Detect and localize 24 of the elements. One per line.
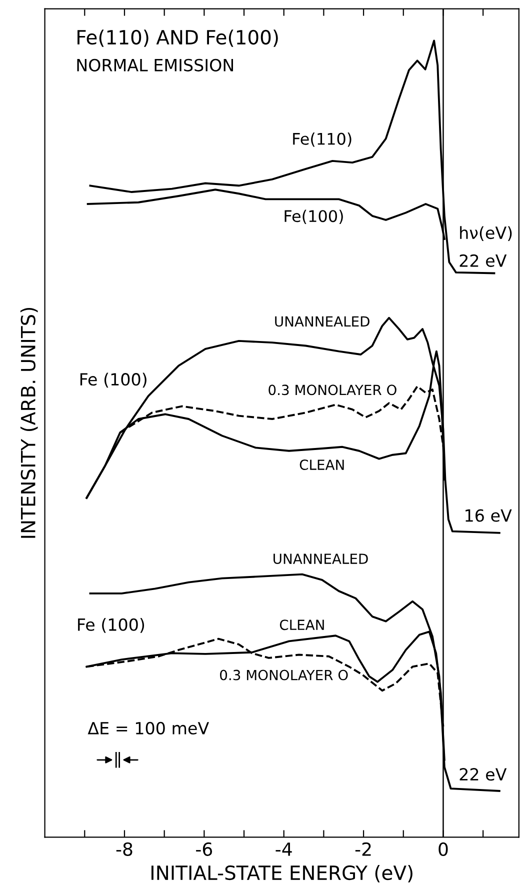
x-tick-label: -8 [116,842,132,856]
series-label: Fe(110) [293,132,352,147]
series-label: 0.3 MONOLAYER O [268,384,396,396]
x-tick-label: -4 [276,842,292,856]
series-label: UNANNEALED [275,316,370,327]
series-label: CLEAN [300,460,344,470]
annotation: 16 eV [466,509,512,522]
x-tick-label: 0 [438,842,448,856]
chart-title: Fe(110) AND Fe(100) [78,30,278,47]
annotation: 22 eV [460,768,507,781]
x-tick-label: -6 [196,842,212,856]
series-label: UNANNEALED [274,554,368,564]
annotation: hν(eV) [460,226,512,242]
annotation: 22 eV [460,254,507,267]
series-label: CLEAN [280,620,324,630]
annotation: Fe (100) [78,618,144,633]
x-tick-label: -2 [355,842,371,856]
text: NORMAL EMISSION [77,58,234,72]
annotation: Fe (100) [80,372,146,388]
y-axis-title: INTENSITY (ARB. UNITS) [20,308,38,538]
series-label: Fe(100) [284,210,343,224]
x-axis-title: INITIAL-STATE ENERGY (eV) [152,865,412,882]
series-label: 0.3 MONOLAYER O [220,670,348,680]
annotation: ΔE = 100 meV [88,722,209,734]
